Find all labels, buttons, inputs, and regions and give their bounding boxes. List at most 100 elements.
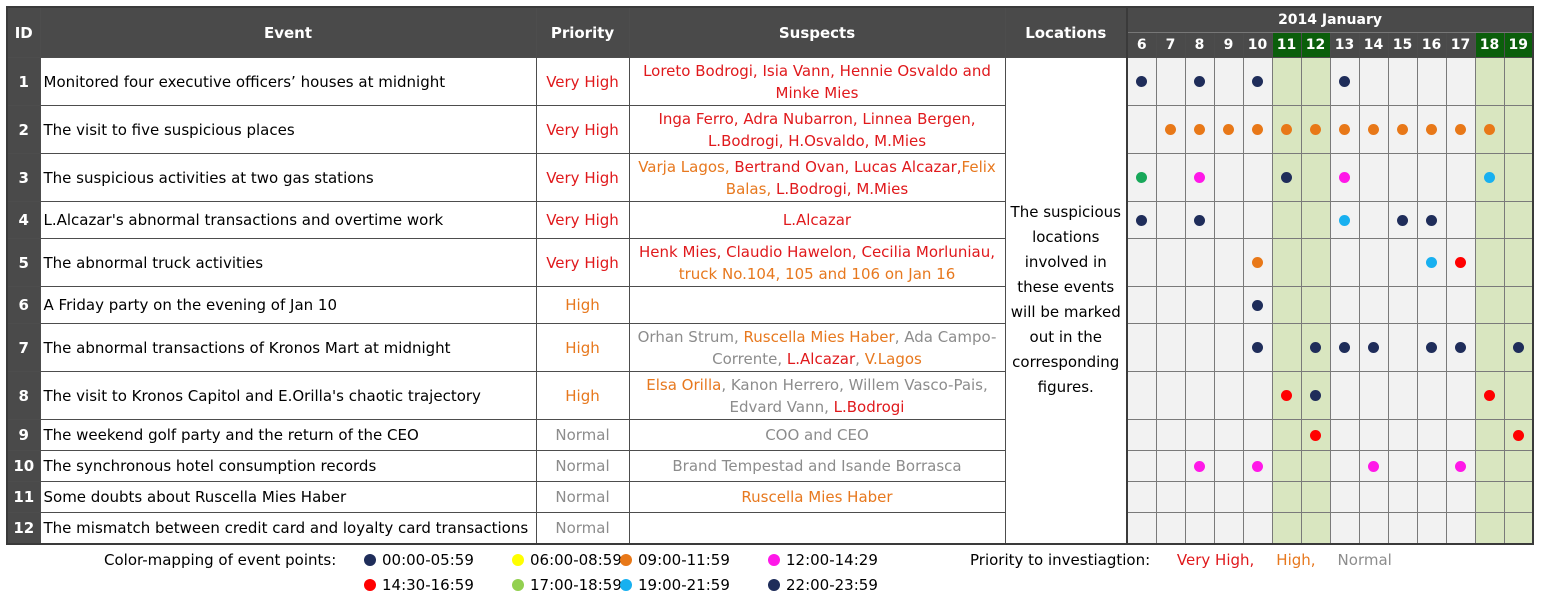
day-cell-12 (1300, 105, 1331, 154)
event-description: L.Alcazar's abnormal transactions and ov… (39, 201, 537, 239)
event-point (1368, 124, 1379, 135)
event-id: 12 (6, 512, 41, 544)
day-cell-16 (1416, 153, 1447, 202)
day-header-16: 16 (1416, 32, 1447, 58)
day-cell-9 (1213, 512, 1244, 544)
day-cell-8 (1184, 105, 1215, 154)
legend-item: 14:30-16:59 (364, 576, 474, 594)
suspect-text: Felix Balas, (725, 157, 996, 198)
legend-item: 00:00-05:59 (364, 551, 474, 569)
suspect-text: Bertrand Ovan, (734, 157, 855, 176)
event-point (1194, 460, 1205, 472)
day-cell-11 (1271, 201, 1302, 239)
day-cell-12 (1300, 450, 1331, 482)
event-id: 4 (6, 201, 41, 239)
day-cell-13 (1329, 286, 1360, 324)
event-point (1397, 214, 1408, 226)
table-row: 2 The visit to five suspicious places Very… (6, 105, 1534, 154)
day-cell-11 (1271, 238, 1302, 287)
day-cell-18 (1474, 323, 1505, 372)
event-id: 6 (6, 286, 41, 324)
event-point (1281, 172, 1292, 183)
table-row: 4 L.Alcazar's abnormal transactions and o… (6, 201, 1534, 239)
day-cell-12 (1300, 323, 1331, 372)
legend-label-text: 22:00-23:59 (786, 576, 878, 594)
day-cell-10 (1242, 450, 1273, 482)
suspect-text: Orhan Strum, (637, 327, 744, 346)
day-cell-9 (1213, 450, 1244, 482)
day-cell-13 (1329, 419, 1360, 451)
event-priority: Normal (535, 450, 630, 482)
day-cell-17 (1445, 238, 1476, 287)
event-point (1512, 429, 1524, 441)
day-cell-8 (1184, 512, 1215, 544)
event-id: 11 (6, 481, 41, 513)
event-point (1339, 76, 1350, 87)
day-cell-13 (1329, 105, 1360, 154)
day-cell-10 (1242, 286, 1273, 324)
day-cell-16 (1416, 323, 1447, 372)
day-cell-9 (1213, 238, 1244, 287)
day-cell-13 (1329, 371, 1360, 420)
day-cell-17 (1445, 323, 1476, 372)
day-cell-12 (1300, 286, 1331, 324)
day-cell-17 (1445, 105, 1476, 154)
day-cell-17 (1445, 450, 1476, 482)
day-cell-10 (1242, 105, 1273, 154)
day-header-7: 7 (1155, 32, 1186, 58)
day-header-6: 6 (1126, 32, 1157, 58)
suspect-text: Brand Tempestad and Isande Borrasca (672, 457, 962, 475)
day-cell-6 (1126, 286, 1157, 324)
event-priority: Normal (535, 512, 630, 544)
event-suspects: Inga Ferro, Adra Nubarron, Linnea Bergen… (628, 105, 1006, 154)
event-description: The suspicious activities at two gas sta… (39, 153, 537, 202)
day-header-17: 17 (1445, 32, 1476, 58)
priority-legend-item: Very High, (1176, 551, 1255, 569)
table-row: 11 Some doubts about Ruscella Mies Haber N… (6, 481, 1534, 513)
day-cell-13 (1329, 238, 1360, 287)
event-id: 2 (6, 105, 41, 154)
day-cell-15 (1387, 512, 1418, 544)
event-point (1339, 172, 1350, 183)
event-id: 9 (6, 419, 41, 451)
day-cell-14 (1358, 419, 1389, 451)
day-cell-7 (1155, 105, 1186, 154)
event-point (1165, 124, 1176, 135)
day-cell-15 (1387, 323, 1418, 372)
event-point (1136, 172, 1148, 183)
day-cell-12 (1300, 153, 1331, 202)
legend-label-text: 19:00-21:59 (638, 576, 730, 594)
day-cell-9 (1213, 481, 1244, 513)
day-cell-7 (1155, 371, 1186, 420)
event-point (1252, 299, 1263, 311)
day-cell-12 (1300, 419, 1331, 451)
day-cell-12 (1300, 201, 1331, 239)
day-cell-7 (1155, 450, 1186, 482)
day-cell-10 (1242, 238, 1273, 287)
day-cell-9 (1213, 153, 1244, 202)
legend-item: 22:00-23:59 (768, 576, 878, 594)
day-cell-17 (1445, 286, 1476, 324)
event-description: The mismatch between credit card and loy… (39, 512, 537, 544)
legend-label-text: 09:00-11:59 (638, 551, 730, 569)
day-cell-10 (1242, 153, 1273, 202)
day-cell-12 (1300, 371, 1331, 420)
day-cell-17 (1445, 57, 1476, 106)
event-point (1397, 124, 1408, 135)
day-cell-19 (1503, 238, 1534, 287)
day-cell-14 (1358, 371, 1389, 420)
day-header-13: 13 (1329, 32, 1360, 58)
day-cell-18 (1474, 481, 1505, 513)
day-cell-11 (1271, 512, 1302, 544)
event-point (1455, 124, 1466, 135)
event-suspects: L.Alcazar (628, 201, 1006, 239)
day-cell-19 (1503, 286, 1534, 324)
legend-dot (364, 554, 376, 566)
event-point (1252, 76, 1263, 87)
day-cell-9 (1213, 105, 1244, 154)
day-cell-10 (1242, 419, 1273, 451)
legend-item: 19:00-21:59 (620, 576, 730, 594)
day-cell-12 (1300, 481, 1331, 513)
event-point (1310, 390, 1321, 401)
